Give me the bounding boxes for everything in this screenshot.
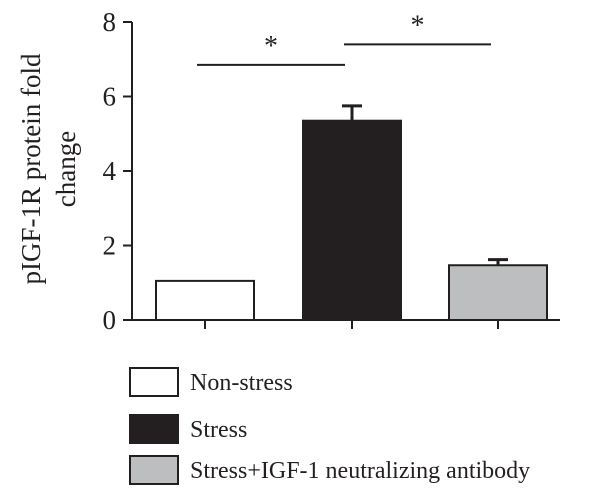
significance-annotations: ** — [197, 10, 491, 66]
legend-swatch — [129, 455, 179, 485]
y-tick-label: 4 — [103, 156, 117, 186]
significance-label: * — [411, 10, 425, 41]
bar — [302, 119, 402, 322]
bars — [155, 104, 548, 322]
legend-label: Stress — [190, 417, 247, 443]
bar — [448, 264, 548, 321]
legend-swatch — [129, 414, 179, 444]
y-axis-label: pIGF-1R protein fold change — [16, 53, 81, 284]
y-tick-label: 0 — [103, 305, 117, 335]
y-tick-label: 8 — [103, 7, 117, 37]
legend-swatch — [129, 367, 179, 397]
legend-label: Stress+IGF-1 neutralizing antibody — [190, 458, 530, 484]
y-tick-label: 2 — [103, 231, 117, 261]
y-axis-title-line: pIGF-1R protein fold — [16, 53, 46, 284]
legend-label: Non-stress — [190, 370, 293, 396]
y-tick-label: 6 — [103, 82, 117, 112]
legend: Non-stress Stress Stress+IGF-1 neutralizin… — [129, 367, 530, 485]
significance-label: * — [264, 31, 278, 62]
y-axis-title-line: change — [51, 131, 81, 207]
bar — [155, 279, 255, 322]
